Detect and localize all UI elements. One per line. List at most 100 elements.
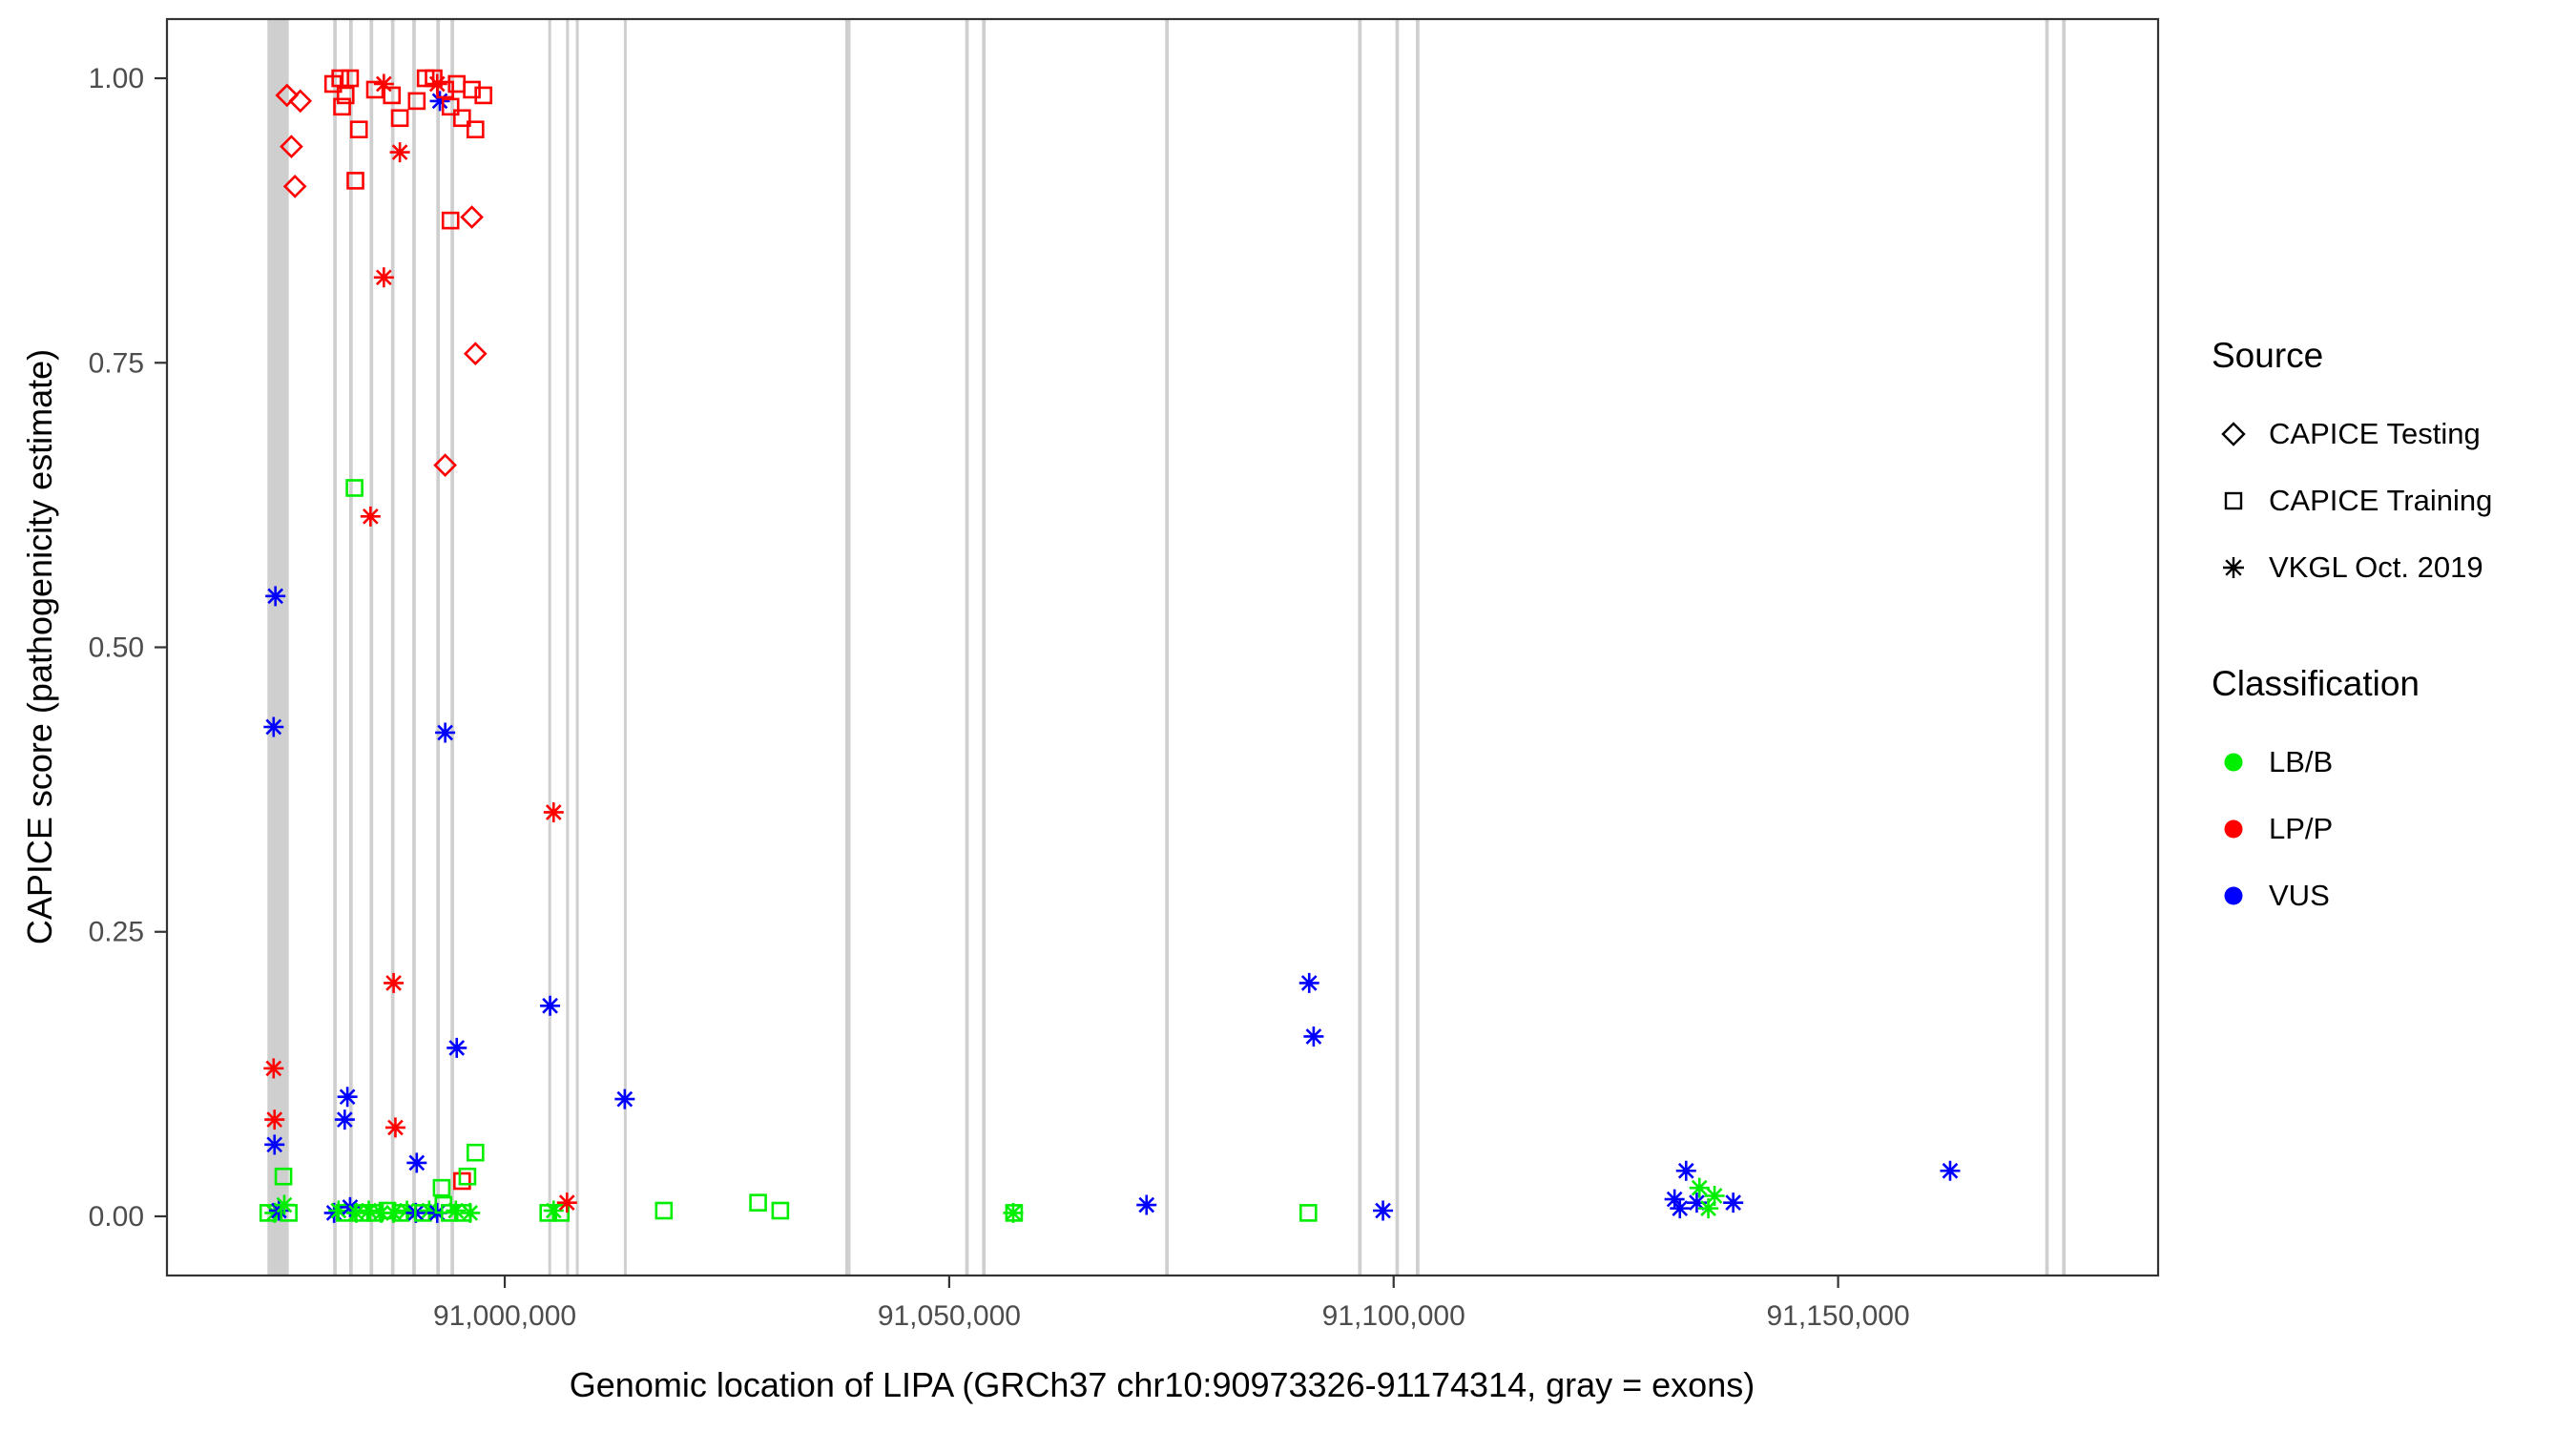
data-point-asterisk bbox=[264, 1202, 285, 1223]
exon-band bbox=[965, 19, 969, 1275]
data-point-asterisk bbox=[360, 506, 381, 527]
legend-source-item: VKGL Oct. 2019 bbox=[2212, 534, 2565, 601]
square-icon bbox=[2212, 482, 2255, 520]
data-point-asterisk bbox=[614, 1089, 635, 1110]
data-point-diamond bbox=[275, 83, 300, 108]
data-point-square bbox=[551, 1204, 571, 1222]
legend-source-item-label: VKGL Oct. 2019 bbox=[2269, 550, 2483, 584]
exon-band bbox=[436, 19, 441, 1275]
exon-band bbox=[1395, 19, 1400, 1275]
data-point-square bbox=[441, 211, 460, 230]
data-point-asterisk bbox=[358, 1200, 379, 1221]
data-point-asterisk bbox=[373, 267, 394, 288]
legend-classification-item: VUS bbox=[2212, 862, 2565, 929]
diamond-icon bbox=[2212, 415, 2255, 453]
data-point-square bbox=[346, 172, 364, 190]
data-point-diamond bbox=[282, 175, 307, 198]
legend-classification-title: Classification bbox=[2212, 664, 2420, 703]
exon-band bbox=[1416, 19, 1420, 1275]
data-point-asterisk bbox=[1373, 1200, 1394, 1221]
y-tick-label: 0.75 bbox=[89, 347, 144, 379]
data-point-square bbox=[365, 80, 384, 99]
data-point-asterisk bbox=[556, 1192, 577, 1213]
data-point-square bbox=[390, 109, 409, 128]
exon-band bbox=[623, 19, 627, 1275]
data-point-square bbox=[331, 69, 349, 88]
legend-classification-items: LB/B LP/P VUS bbox=[2212, 729, 2565, 929]
legend-classification-item-label: LB/B bbox=[2269, 745, 2334, 778]
data-point-asterisk bbox=[460, 1202, 481, 1223]
exon-band bbox=[1358, 19, 1362, 1275]
exon-band bbox=[369, 19, 374, 1275]
data-point-square bbox=[771, 1201, 790, 1220]
data-point-square bbox=[458, 1167, 477, 1186]
diamond-glyph-icon bbox=[2221, 422, 2246, 446]
exon-band bbox=[566, 19, 570, 1275]
circle-glyph-icon bbox=[2224, 819, 2243, 839]
exon-band bbox=[412, 19, 416, 1275]
data-point-square bbox=[453, 109, 471, 128]
filled-circle-icon bbox=[2212, 877, 2255, 915]
legend: Source CAPICE Testing CAPICE Training VKGL… bbox=[2212, 336, 2565, 929]
y-tick-label: 1.00 bbox=[89, 63, 144, 94]
data-point-square bbox=[280, 1204, 298, 1222]
data-point-asterisk bbox=[1003, 1202, 1024, 1223]
data-point-asterisk bbox=[447, 1037, 467, 1058]
data-point-square bbox=[432, 1178, 451, 1197]
data-point-asterisk bbox=[263, 716, 284, 737]
data-point-asterisk bbox=[264, 1110, 285, 1130]
x-tick-label: 91,050,000 bbox=[878, 1300, 1021, 1332]
data-point-diamond bbox=[288, 89, 313, 114]
data-point-asterisk bbox=[429, 91, 450, 112]
data-point-asterisk bbox=[1704, 1185, 1725, 1206]
data-point-diamond bbox=[460, 205, 484, 229]
data-point-asterisk bbox=[543, 801, 564, 822]
legend-source-item: CAPICE Testing bbox=[2212, 401, 2565, 467]
data-point-asterisk bbox=[540, 995, 561, 1016]
data-point-asterisk bbox=[337, 1087, 358, 1108]
data-point-square bbox=[274, 1167, 293, 1186]
exon-band bbox=[333, 19, 337, 1275]
x-tick-label: 91,000,000 bbox=[433, 1300, 576, 1332]
exon-band bbox=[2062, 19, 2067, 1275]
data-point-asterisk bbox=[1723, 1192, 1744, 1213]
circle-glyph-icon bbox=[2224, 886, 2243, 905]
data-point-diamond bbox=[433, 453, 457, 477]
x-tick-label: 91,100,000 bbox=[1322, 1300, 1465, 1332]
exon-band bbox=[450, 19, 454, 1275]
data-point-square bbox=[441, 97, 460, 116]
legend-source-item: CAPICE Training bbox=[2212, 467, 2565, 534]
exon-band bbox=[2045, 19, 2049, 1275]
data-point-asterisk bbox=[384, 972, 405, 993]
legend-classification-item-label: VUS bbox=[2269, 879, 2330, 912]
exon-band bbox=[982, 19, 987, 1275]
y-tick-label: 0.25 bbox=[89, 917, 144, 948]
x-axis-title: Genomic location of LIPA (GRCh37 chr10:9… bbox=[569, 1365, 1755, 1404]
exon-band bbox=[575, 19, 579, 1275]
data-point-square bbox=[349, 120, 368, 139]
data-point-square bbox=[407, 92, 426, 111]
filled-circle-icon bbox=[2212, 743, 2255, 781]
data-point-diamond bbox=[463, 342, 488, 366]
data-point-square bbox=[654, 1201, 674, 1220]
exon-band bbox=[844, 19, 851, 1275]
data-point-square bbox=[383, 86, 402, 105]
data-point-asterisk bbox=[1303, 1026, 1324, 1047]
x-tick-label: 91,150,000 bbox=[1767, 1300, 1910, 1332]
data-point-asterisk bbox=[1686, 1192, 1707, 1213]
exon-band bbox=[267, 19, 289, 1275]
data-point-square bbox=[453, 1172, 471, 1191]
data-point-square bbox=[333, 97, 351, 116]
panel-border bbox=[165, 17, 2160, 1277]
data-point-square bbox=[466, 1143, 485, 1162]
data-point-square bbox=[436, 80, 454, 99]
data-point-asterisk bbox=[323, 1202, 344, 1223]
asterisk-glyph-icon bbox=[2223, 557, 2244, 578]
data-point-asterisk bbox=[1136, 1194, 1157, 1215]
y-tick-label: 0.00 bbox=[89, 1201, 144, 1233]
data-point-asterisk bbox=[263, 1058, 284, 1079]
data-point-asterisk bbox=[419, 1200, 440, 1221]
data-point-square bbox=[463, 80, 481, 99]
asterisk-icon bbox=[2212, 549, 2255, 587]
